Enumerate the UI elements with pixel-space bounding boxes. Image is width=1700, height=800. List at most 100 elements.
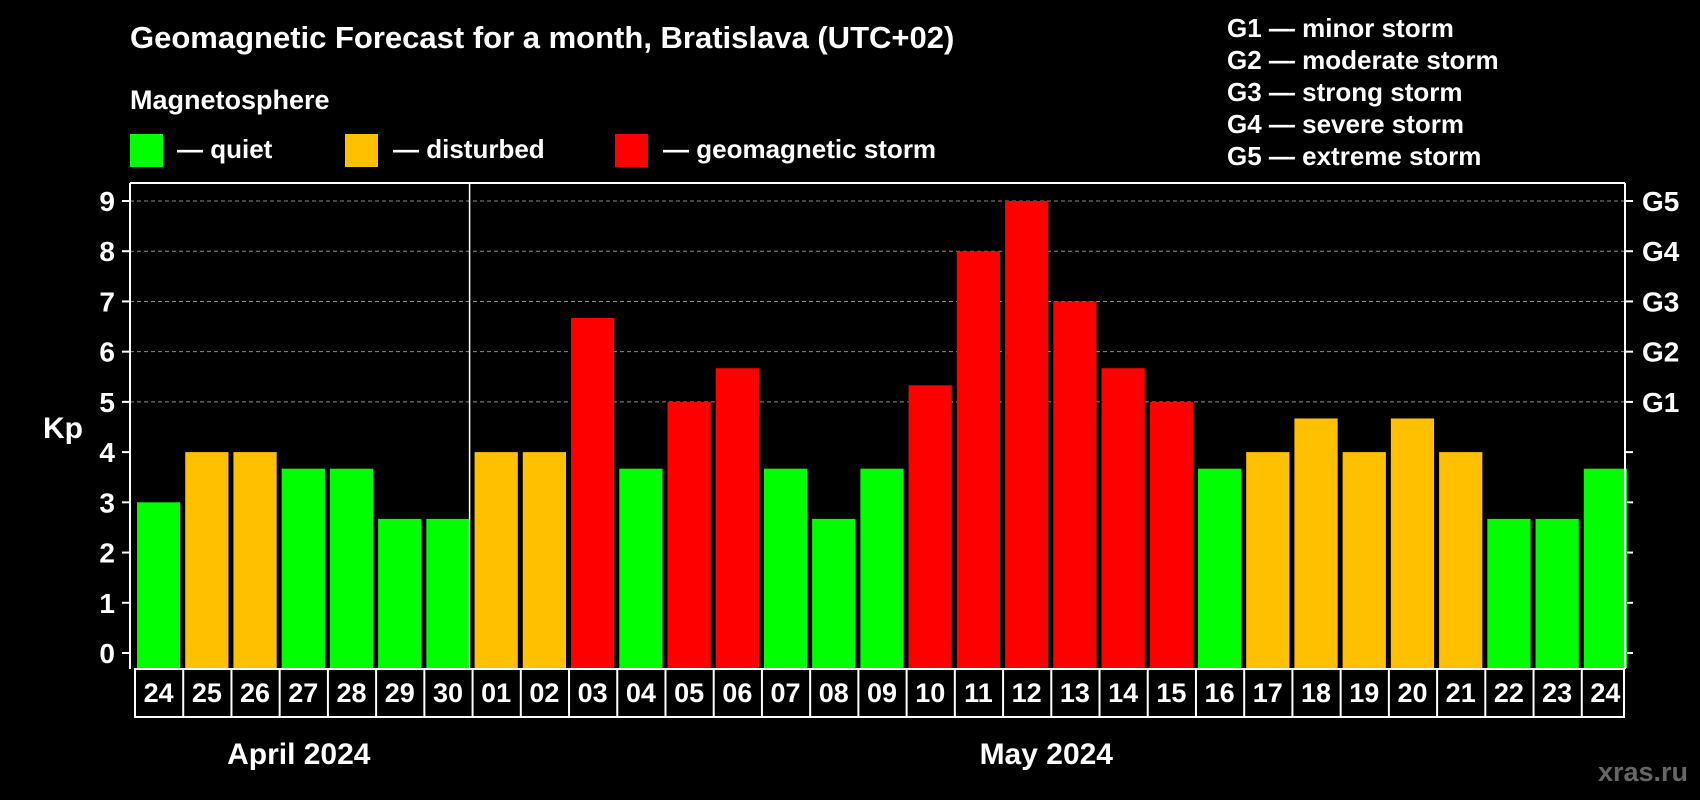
day-label: 14: [1108, 678, 1138, 708]
legend-swatch-storm: [615, 134, 648, 167]
y-tick-label: 2: [99, 538, 115, 569]
bar-storm: [1149, 401, 1193, 668]
y-tick-label: 9: [99, 186, 115, 217]
bar-disturbed: [474, 452, 518, 668]
bar-quiet: [1583, 468, 1627, 668]
day-label: 12: [1012, 678, 1042, 708]
bar-disturbed: [1294, 418, 1338, 668]
g-scale-label: G3: [1642, 286, 1679, 317]
g-scale-label: G2: [1642, 337, 1679, 368]
bar-quiet: [860, 468, 904, 668]
day-label: 01: [481, 678, 511, 708]
bar-quiet: [426, 518, 470, 668]
month-label: April 2024: [227, 738, 371, 771]
day-label: 13: [1060, 678, 1090, 708]
chart-title: Geomagnetic Forecast for a month, Bratis…: [130, 20, 954, 55]
day-label: 11: [964, 678, 993, 708]
bar-disturbed: [185, 452, 229, 668]
day-label: 10: [915, 678, 945, 708]
legend-label-disturbed: — disturbed: [393, 134, 545, 164]
bar-storm: [571, 318, 615, 668]
g-scale-label: G4: [1642, 236, 1680, 267]
bar-disturbed: [1246, 452, 1290, 668]
y-tick-label: 7: [99, 286, 115, 317]
bar-quiet: [1487, 518, 1531, 668]
bar-disturbed: [1390, 418, 1435, 668]
day-label: 20: [1397, 678, 1427, 708]
bar-storm: [956, 251, 1001, 668]
day-label: 15: [1156, 678, 1186, 708]
bar-quiet: [812, 518, 856, 668]
bar-quiet: [329, 468, 374, 668]
y-axis-label: Kp: [43, 412, 83, 445]
storm-scale-g1: G1 — minor storm: [1227, 13, 1454, 43]
day-label: 28: [336, 678, 366, 708]
day-label: 26: [240, 678, 270, 708]
bar-quiet: [137, 502, 181, 668]
bar-quiet: [763, 468, 808, 668]
day-label: 16: [1205, 678, 1235, 708]
bar-storm: [908, 385, 952, 668]
bar-storm: [1053, 301, 1097, 668]
legend-swatch-quiet: [130, 134, 163, 167]
y-tick-label: 4: [99, 437, 115, 468]
bar-storm: [667, 401, 711, 668]
day-label: 23: [1542, 678, 1572, 708]
day-label: 29: [385, 678, 415, 708]
day-label: 02: [529, 678, 559, 708]
bar-storm: [1101, 368, 1145, 668]
storm-scale-g2: G2 — moderate storm: [1227, 45, 1499, 75]
day-label: 25: [192, 678, 222, 708]
bar-disturbed: [522, 452, 567, 668]
bar-disturbed: [1439, 452, 1483, 668]
bar-disturbed: [233, 452, 277, 668]
bar-storm: [1005, 201, 1049, 668]
day-label: 07: [771, 678, 801, 708]
bar-quiet: [281, 468, 325, 668]
storm-scale-g4: G4 — severe storm: [1227, 109, 1464, 139]
watermark: xras.ru: [1598, 757, 1688, 787]
day-label: 05: [674, 678, 704, 708]
g-scale-label: G1: [1642, 387, 1679, 418]
bar-quiet: [1535, 518, 1579, 668]
y-tick-label: 0: [99, 638, 115, 669]
month-label: May 2024: [980, 738, 1114, 771]
storm-scale-g3: G3 — strong storm: [1227, 77, 1462, 107]
day-label: 08: [819, 678, 849, 708]
day-label: 03: [578, 678, 608, 708]
day-label-strip: [134, 668, 1625, 718]
bar-disturbed: [1342, 452, 1386, 668]
day-label: 09: [867, 678, 897, 708]
day-label: 27: [288, 678, 318, 708]
day-label: 04: [626, 678, 656, 708]
bar-quiet: [378, 518, 422, 668]
day-label: 06: [722, 678, 752, 708]
bar-quiet: [619, 468, 663, 668]
y-tick-label: 6: [99, 337, 115, 368]
y-tick-label: 8: [99, 236, 115, 267]
day-label: 22: [1494, 678, 1524, 708]
day-label: 24: [144, 678, 174, 708]
day-labels: 24 25 26 27 28 29 30 01 02 03 04 05 06 07 08 09 10 11 12 13…: [134, 668, 1625, 718]
day-label: 17: [1253, 678, 1283, 708]
legend-swatch-disturbed: [345, 134, 378, 167]
y-tick-label: 3: [99, 487, 115, 518]
legend-label-quiet: — quiet: [177, 134, 273, 164]
day-label: 30: [433, 678, 463, 708]
day-label: 24: [1590, 678, 1620, 708]
month-labels: April 2024 May 2024: [227, 738, 1113, 771]
day-label: 19: [1349, 678, 1379, 708]
y-axis-ticks: 0 1 2 3 4 5 6 7 8 9: [99, 186, 1633, 669]
bar-storm: [715, 368, 759, 668]
g-scale-ticks: G1 G2 G3 G4 G5: [1642, 186, 1680, 418]
day-label: 18: [1301, 678, 1331, 708]
legend-label-storm: — geomagnetic storm: [663, 134, 936, 164]
bar-quiet: [1197, 468, 1242, 668]
g-scale-label: G5: [1642, 186, 1679, 217]
plot-frame: [129, 182, 1626, 669]
bars: [137, 201, 1627, 668]
storm-scale-g5: G5 — extreme storm: [1227, 141, 1481, 171]
y-tick-label: 1: [99, 588, 115, 619]
day-label: 21: [1446, 678, 1476, 708]
